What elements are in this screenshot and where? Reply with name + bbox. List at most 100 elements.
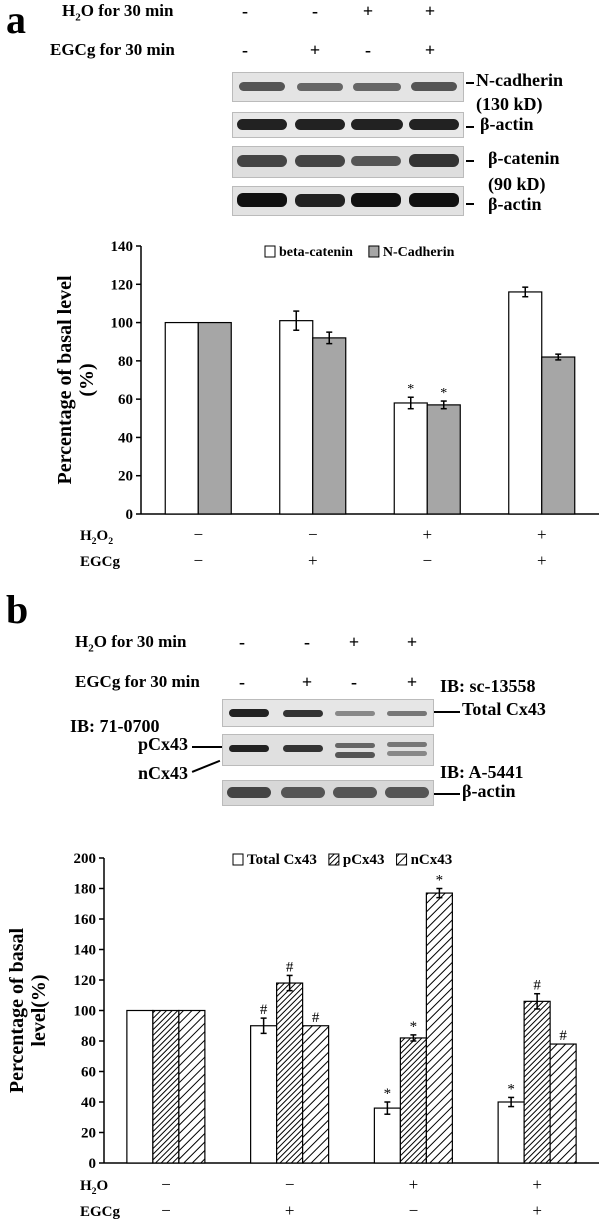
label-n-cadherin-kd: (130 kD) [476,94,543,114]
panel-a-h2o-sign-2: - [312,1,318,21]
y-tick-label: 0 [89,1156,97,1172]
legend-label: Total Cx43 [247,852,317,868]
condition-sign: − [308,525,318,544]
y-tick-label: 40 [118,430,133,446]
bar [302,1025,330,1164]
y-tick-label: 120 [111,277,134,293]
bar [373,1107,401,1164]
panel-b-egcg-sign-4: + [406,672,418,692]
condition-row-label: EGCg [80,554,121,570]
legend-label: beta-catenin [279,245,353,260]
condition-sign: + [422,525,432,544]
y-tick-label: 80 [81,1034,96,1050]
blot-total-cx43 [222,699,434,727]
bar [312,337,347,515]
condition-row-label: H2O [80,1178,108,1197]
y-tick-label: 180 [74,882,97,898]
bar [279,320,314,515]
panel-b-egcg-sign-2: + [301,672,313,692]
lead-beta-actin-1 [466,126,474,128]
lead-beta-actin-2 [466,203,474,205]
y-axis-label: Percentage of basallevel(%) [6,927,50,1093]
panel-b-egcg-sign-3: - [351,672,357,692]
condition-sign: + [532,1175,542,1194]
panel-b-letter: b [6,587,29,632]
label-total-cx43: Total Cx43 [462,699,546,719]
panel-a-letter: a [6,0,26,42]
significance-mark: # [312,1010,320,1026]
bar [393,402,428,515]
lead-beta-catenin [466,160,474,162]
panel-b-egcg-condition-label: EGCg for 30 min [75,672,200,691]
panel-a-h2o-sign-4: + [424,1,436,21]
legend-label: pCx43 [343,852,385,868]
label-beta-catenin-kd: (90 kD) [488,174,546,194]
y-tick-label: 20 [118,469,133,485]
condition-sign: − [422,551,432,570]
blot-pcx43-ncx43 [222,734,434,766]
panel-b-h2o-sign-1: - [239,632,245,652]
blot-beta-actin-1 [232,112,464,138]
chart-a-beta-catenin-n-cadherin: 0 20 40 60 80 100 120 140 Percentage of basal le… [54,239,599,570]
significance-mark: * [384,1086,392,1102]
significance-mark: * [410,1019,418,1035]
panel-a-egcg-sign-1: - [242,40,248,60]
panel-b-h2o-sign-4: + [406,632,418,652]
bar [164,321,199,515]
label-ib-a-5441: IB: A-5441 [440,762,524,782]
significance-mark: * [436,873,444,889]
significance-mark: * [440,386,447,401]
y-tick-label: 60 [81,1065,96,1081]
condition-row-label: H2O2 [80,528,113,547]
bar [497,1101,525,1164]
label-beta-actin-2: β-actin [488,194,542,214]
panel-b-h2o-sign-2: - [304,632,310,652]
condition-sign: + [409,1175,419,1194]
condition-row-label: EGCg [80,1204,121,1220]
bar [426,404,461,515]
legend-label: N-Cadherin [383,245,455,260]
label-ib-sc-13558: IB: sc-13558 [440,676,536,696]
blot-beta-actin-2 [232,186,464,216]
y-tick-label: 120 [74,973,97,989]
panel-a-egcg-condition-label: EGCg for 30 min [50,40,175,59]
condition-sign: + [537,551,547,570]
condition-sign: + [308,551,318,570]
y-tick-label: 140 [74,943,97,959]
lead-total-cx43 [434,711,460,713]
significance-mark: # [260,1002,268,1018]
bar [549,1043,577,1164]
label-beta-catenin: β-catenin [488,148,560,168]
y-tick-label: 100 [74,1004,97,1020]
y-tick-label: 140 [111,239,134,255]
label-ib-71-0700: IB: 71-0700 [70,716,160,736]
panel-a-egcg-sign-2: + [309,40,321,60]
bar [425,892,453,1164]
label-pcx43: pCx43 [138,734,189,754]
condition-sign: + [285,1201,295,1220]
y-tick-label: 60 [118,392,133,408]
significance-mark: * [507,1081,515,1097]
panel-b-egcg-sign-1: - [239,672,245,692]
legend-swatch [264,245,276,258]
label-n-cadherin: N-cadherin [476,70,563,90]
panel-b-h2o-sign-3: + [348,632,360,652]
label-ncx43: nCx43 [138,763,189,783]
condition-sign: − [161,1201,171,1220]
lead-ncx43 [191,759,221,773]
bar [541,356,576,515]
panel-b-h2o-condition-label: H2O for 30 min [75,632,187,655]
condition-sign: + [532,1201,542,1220]
significance-mark: * [407,382,414,397]
panel-a-h2o-sign-3: + [362,1,374,21]
legend-swatch [328,853,340,866]
panel-a-egcg-sign-4: + [424,40,436,60]
bar [126,1009,154,1164]
panel-a-egcg-sign-3: - [365,40,371,60]
legend-swatch [368,245,380,258]
y-tick-label: 40 [81,1095,96,1111]
legend-swatch [396,853,408,866]
bar [152,1009,180,1164]
legend-swatch [232,853,244,866]
condition-sign: − [193,551,203,570]
